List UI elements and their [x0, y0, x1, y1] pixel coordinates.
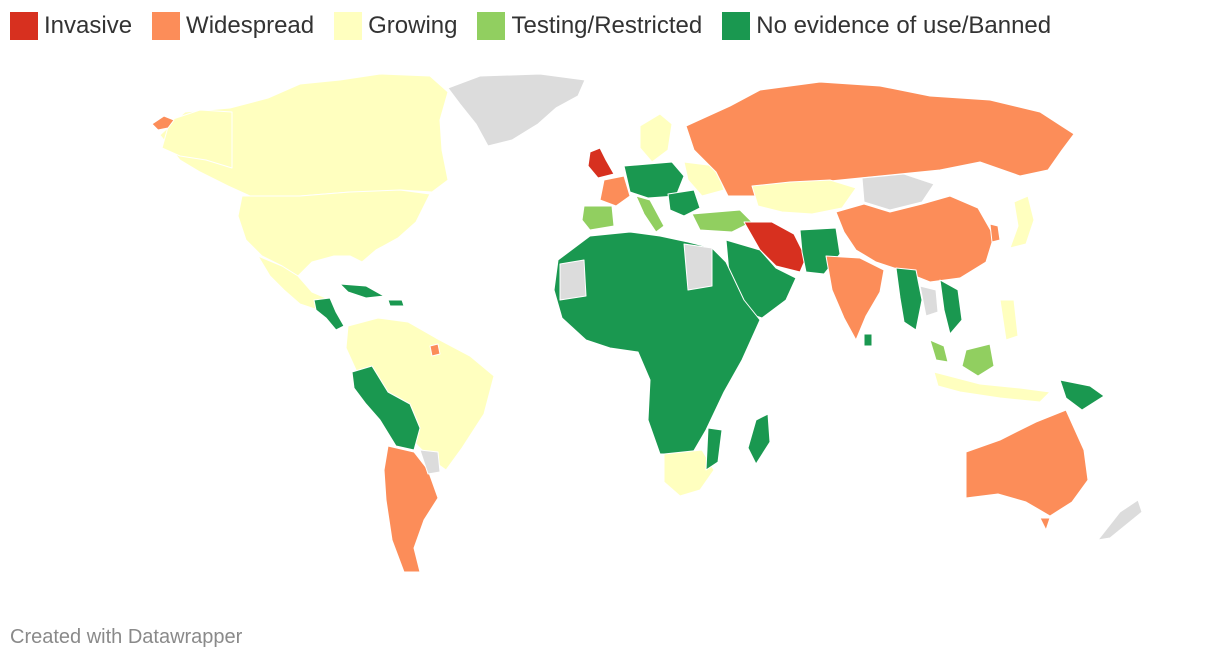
legend-item-invasive: Invasive: [10, 12, 132, 40]
world-map: [151, 73, 1143, 573]
legend-swatch-growing: [334, 12, 363, 40]
region-indonesia[interactable]: [933, 371, 1051, 403]
region-japan[interactable]: [1009, 195, 1035, 249]
region-cuba[interactable]: [339, 283, 385, 299]
region-uk[interactable]: [587, 147, 615, 179]
region-turkey[interactable]: [691, 209, 753, 233]
region-peru[interactable]: [351, 365, 421, 451]
legend-swatch-invasive: [10, 12, 38, 40]
credit-text: Created with Datawrapper: [10, 626, 243, 648]
region-vietnam[interactable]: [939, 279, 963, 335]
region-malaysia[interactable]: [929, 339, 949, 363]
region-india[interactable]: [825, 255, 885, 341]
region-libya-western-sahara[interactable]: [683, 243, 713, 291]
region-philippines[interactable]: [999, 299, 1019, 341]
region-north-africa[interactable]: [553, 231, 761, 455]
region-southern-africa[interactable]: [663, 449, 715, 497]
region-mongolia[interactable]: [861, 173, 935, 211]
legend-label-growing: Growing: [368, 12, 458, 39]
legend-swatch-testing: [477, 12, 506, 40]
region-mozambique[interactable]: [705, 427, 723, 471]
region-italy[interactable]: [635, 195, 665, 233]
legend-label-widespread: Widespread: [186, 12, 315, 39]
region-borneo[interactable]: [961, 343, 995, 377]
region-alaska[interactable]: [161, 109, 233, 169]
legend-item-widespread: Widespread: [152, 12, 314, 40]
region-sri-lanka[interactable]: [863, 333, 873, 347]
region-tasmania[interactable]: [1039, 517, 1051, 531]
region-new-zealand[interactable]: [1097, 499, 1143, 541]
legend-item-testing: Testing/Restricted: [477, 12, 702, 40]
region-caribbean[interactable]: [387, 299, 405, 307]
region-greenland[interactable]: [447, 73, 586, 147]
region-russia[interactable]: [685, 81, 1075, 197]
region-myanmar[interactable]: [895, 267, 923, 331]
region-iberia[interactable]: [581, 205, 615, 231]
region-australia[interactable]: [965, 409, 1089, 517]
legend-label-testing: Testing/Restricted: [511, 12, 703, 39]
region-papua[interactable]: [1059, 379, 1105, 411]
region-balkans[interactable]: [667, 189, 701, 217]
region-kazakhstan[interactable]: [751, 179, 857, 215]
region-china[interactable]: [835, 195, 995, 283]
region-madagascar[interactable]: [747, 413, 771, 465]
region-france[interactable]: [599, 175, 631, 207]
region-thailand[interactable]: [919, 285, 939, 317]
legend-swatch-widespread: [152, 12, 181, 40]
region-paraguay[interactable]: [419, 449, 441, 475]
region-usa[interactable]: [237, 189, 431, 277]
legend-item-growing: Growing: [334, 12, 457, 40]
region-central-america[interactable]: [313, 297, 345, 331]
map-legend: Invasive Widespread Growing Testing/Rest…: [10, 12, 1071, 40]
region-french-guiana[interactable]: [429, 343, 441, 357]
region-mauritania[interactable]: [559, 259, 587, 301]
legend-label-invasive: Invasive: [44, 12, 133, 39]
region-scandinavia[interactable]: [639, 113, 673, 163]
legend-item-no-evidence: No evidence of use/Banned: [722, 12, 1051, 40]
region-alaska-islet[interactable]: [151, 115, 175, 131]
region-korea[interactable]: [989, 223, 1001, 243]
legend-swatch-no-evidence: [722, 12, 751, 40]
legend-label-no-evidence: No evidence of use/Banned: [756, 12, 1052, 39]
